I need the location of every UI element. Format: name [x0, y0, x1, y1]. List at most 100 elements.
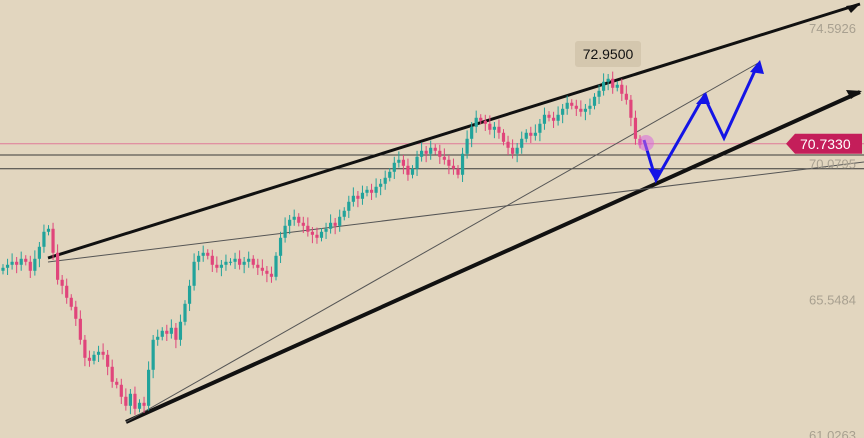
candle-body	[319, 231, 324, 238]
candle-body	[87, 357, 92, 361]
candle-body	[360, 192, 365, 199]
candlesticks	[1, 71, 642, 415]
candle-body	[547, 114, 551, 118]
candle-body	[251, 258, 255, 265]
candle-body	[10, 261, 14, 265]
candle-body	[174, 327, 178, 340]
candle-body	[451, 165, 456, 169]
candle-body	[392, 162, 396, 172]
candle-body	[442, 156, 446, 160]
candle-body	[165, 330, 169, 334]
candle-body	[260, 267, 264, 271]
candle-body	[224, 261, 228, 265]
candle-body	[265, 270, 269, 274]
candle-body	[33, 258, 37, 271]
candle-body	[156, 336, 160, 340]
candle-body	[592, 96, 597, 106]
candle-body	[183, 303, 187, 322]
candle-body	[133, 393, 137, 409]
candle-body	[37, 246, 41, 259]
projection-arrows	[638, 60, 764, 184]
candle-body	[124, 396, 128, 406]
candle-body	[333, 222, 337, 226]
candle-body	[206, 252, 210, 256]
candle-body	[292, 216, 296, 220]
candle-body	[310, 231, 314, 235]
candle-body	[356, 195, 360, 199]
candle-body	[301, 222, 305, 226]
candle-body	[565, 102, 569, 109]
candle-body	[65, 285, 69, 298]
candle-body	[178, 321, 183, 340]
candle-body	[187, 285, 192, 304]
current-price-tag	[786, 133, 862, 154]
candle-body	[497, 126, 501, 133]
candle-body	[383, 177, 387, 184]
candle-body	[169, 327, 173, 334]
candle-body	[351, 195, 355, 202]
arrowhead-down	[648, 168, 662, 182]
candle-body	[15, 261, 19, 265]
candle-body	[624, 93, 628, 100]
lower-channel-line	[125, 90, 861, 424]
candle-body	[228, 261, 233, 263]
candle-body	[410, 168, 415, 175]
candle-body	[238, 258, 242, 265]
candle-body	[197, 255, 201, 262]
candle-body	[574, 105, 578, 109]
candle-body	[551, 117, 556, 121]
candle-body	[515, 147, 519, 154]
candle-body	[602, 81, 606, 91]
candle-body	[151, 339, 155, 370]
support-trendline	[47, 161, 864, 263]
candle-body	[92, 354, 96, 361]
candle-body	[474, 117, 478, 127]
candle-body	[128, 393, 132, 406]
candle-body	[347, 201, 351, 211]
price-axis: 74.5926 70.0795 65.5484 61.0263	[809, 21, 856, 438]
candle-body	[492, 126, 496, 130]
candle-body	[28, 261, 32, 271]
candle-body	[19, 258, 23, 265]
candle-body	[342, 210, 346, 217]
candle-body	[465, 138, 469, 154]
candle-body	[406, 165, 410, 175]
inner-trendline	[125, 61, 761, 423]
cursor-highlight	[638, 135, 654, 151]
candle-body	[511, 147, 515, 154]
candle-body	[424, 150, 428, 154]
candle-body	[219, 264, 223, 268]
candle-body	[620, 84, 624, 94]
trendlines	[47, 2, 864, 424]
candle-body	[538, 123, 542, 133]
candle-body	[60, 279, 64, 286]
candle-body	[74, 306, 78, 319]
high-annotation-label: 72.9500	[583, 46, 634, 62]
candle-body	[42, 231, 46, 247]
high-annotation-box	[575, 41, 641, 67]
candle-body	[633, 117, 638, 139]
candle-body	[142, 402, 146, 406]
candle-body	[470, 126, 474, 139]
candle-body	[561, 108, 565, 115]
candle-body	[583, 108, 587, 112]
candle-body	[365, 189, 369, 193]
candle-body	[615, 84, 619, 88]
candle-body	[479, 117, 483, 121]
candle-body	[529, 132, 533, 136]
candle-body	[110, 366, 114, 382]
candle-body	[160, 330, 164, 337]
candle-body	[329, 222, 333, 229]
candle-body	[338, 216, 342, 226]
candle-body	[447, 159, 451, 166]
candle-body	[520, 138, 524, 148]
candle-body	[369, 189, 374, 193]
candle-body	[542, 114, 547, 124]
candle-body	[501, 132, 506, 142]
upper-channel-line	[47, 2, 861, 260]
candle-body	[288, 219, 292, 226]
candle-body	[315, 234, 319, 238]
candle-body	[274, 255, 278, 277]
candle-body	[401, 159, 405, 166]
